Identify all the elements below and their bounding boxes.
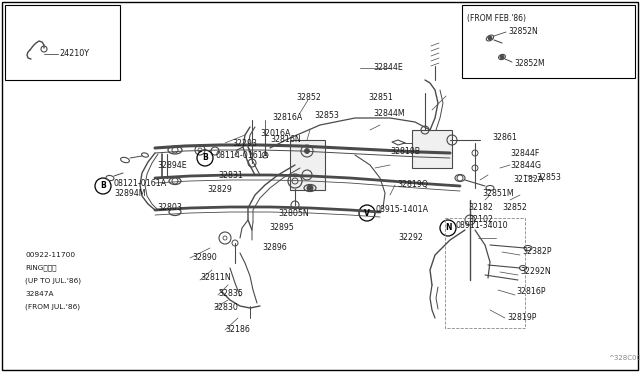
Text: 32852M: 32852M xyxy=(514,60,545,68)
Text: 32830: 32830 xyxy=(213,304,238,312)
Text: 32292: 32292 xyxy=(398,234,423,243)
Text: 32890: 32890 xyxy=(192,253,217,263)
Bar xyxy=(462,5,635,78)
Text: 08114-0161A: 08114-0161A xyxy=(216,151,269,160)
Text: 32851: 32851 xyxy=(368,93,393,103)
Text: 32835: 32835 xyxy=(218,289,243,298)
Text: 32894E: 32894E xyxy=(157,160,187,170)
Text: 32847A: 32847A xyxy=(25,291,54,297)
Text: 32182: 32182 xyxy=(468,202,493,212)
Circle shape xyxy=(488,36,492,40)
Circle shape xyxy=(500,55,504,59)
Text: 32844G: 32844G xyxy=(510,161,541,170)
Text: 32382P: 32382P xyxy=(522,247,552,257)
Text: 32293: 32293 xyxy=(232,138,257,148)
Text: 32816N: 32816N xyxy=(270,135,301,144)
Text: 32292N: 32292N xyxy=(520,267,551,276)
Text: (UP TO JUL.'86): (UP TO JUL.'86) xyxy=(25,278,81,284)
Bar xyxy=(412,130,452,168)
Text: 32852N: 32852N xyxy=(508,26,538,35)
Bar xyxy=(445,218,525,328)
Text: N: N xyxy=(445,224,451,232)
Text: 32831: 32831 xyxy=(218,170,243,180)
Text: 32186: 32186 xyxy=(225,326,250,334)
Text: 08121-0161A: 08121-0161A xyxy=(113,179,166,187)
Text: 32851M: 32851M xyxy=(482,189,514,198)
Text: 32803: 32803 xyxy=(157,202,182,212)
Text: 32844M: 32844M xyxy=(373,109,404,118)
Text: 32829: 32829 xyxy=(207,186,232,195)
Text: 32811N: 32811N xyxy=(200,273,231,282)
Text: ^328C00.0: ^328C00.0 xyxy=(608,355,640,361)
Text: 32182A: 32182A xyxy=(513,174,543,183)
Circle shape xyxy=(307,185,313,191)
Text: B: B xyxy=(202,154,208,163)
Text: 32852: 32852 xyxy=(296,93,321,102)
Text: 00922-11700: 00922-11700 xyxy=(25,252,75,258)
Text: V: V xyxy=(364,208,370,218)
Text: 32853: 32853 xyxy=(314,110,339,119)
Text: 32852: 32852 xyxy=(502,202,527,212)
Text: 24210Y: 24210Y xyxy=(59,49,89,58)
Text: 32895: 32895 xyxy=(269,224,294,232)
Text: 32016A: 32016A xyxy=(260,128,291,138)
Text: 32844E: 32844E xyxy=(373,62,403,71)
Bar xyxy=(5,5,120,80)
Text: 32102: 32102 xyxy=(468,215,493,224)
Text: 32853: 32853 xyxy=(536,173,561,183)
Text: B: B xyxy=(100,182,106,190)
Text: 32861: 32861 xyxy=(492,134,517,142)
Text: 08911-34010: 08911-34010 xyxy=(456,221,509,231)
Text: 32894M: 32894M xyxy=(114,189,145,198)
Text: 32819B: 32819B xyxy=(390,148,420,157)
Text: (FROM FEB.'86): (FROM FEB.'86) xyxy=(467,13,526,22)
Text: 08915-1401A: 08915-1401A xyxy=(376,205,429,215)
Text: (FROM JUL.'86): (FROM JUL.'86) xyxy=(25,304,80,310)
Text: 32805N: 32805N xyxy=(278,208,308,218)
Bar xyxy=(290,140,325,190)
Text: 32816A: 32816A xyxy=(272,113,302,122)
Text: RINGリング: RINGリング xyxy=(25,265,56,271)
Circle shape xyxy=(305,148,310,154)
Text: 32819P: 32819P xyxy=(507,314,536,323)
Text: 32896: 32896 xyxy=(262,244,287,253)
Text: 32816P: 32816P xyxy=(516,288,545,296)
Text: 32819Q: 32819Q xyxy=(397,180,428,189)
Text: 32844F: 32844F xyxy=(510,148,540,157)
